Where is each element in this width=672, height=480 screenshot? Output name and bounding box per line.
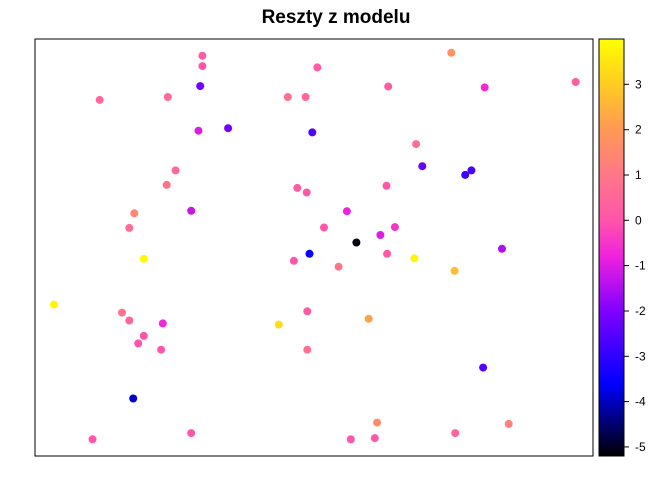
- scatter-point: [480, 83, 489, 92]
- scatter-point: [88, 435, 97, 444]
- scatter-point: [194, 126, 203, 135]
- scatter-point: [163, 93, 172, 101]
- scatter-point: [376, 231, 385, 239]
- points-layer: [50, 48, 580, 444]
- scatter-point: [125, 223, 134, 232]
- color-scale-axis: -5 -4 -3 -2 -1 0 1 2 3: [624, 77, 646, 454]
- plot-frame: [34, 38, 594, 457]
- scatter-point: [118, 308, 126, 317]
- scatter-point: [139, 331, 148, 340]
- color-scale-tick-label: -3: [635, 349, 646, 363]
- scatter-point: [187, 429, 196, 438]
- color-scale-tick-label: 2: [635, 123, 642, 137]
- scatter-point: [187, 206, 196, 215]
- scatter-point: [383, 249, 392, 258]
- scatter-point: [301, 93, 310, 101]
- scatter-point: [308, 128, 317, 137]
- scatter-point: [364, 314, 373, 323]
- scatter-point: [450, 266, 459, 275]
- scatter-point: [293, 183, 302, 192]
- scatter-point: [504, 419, 513, 428]
- scatter-point: [50, 300, 58, 309]
- color-scale-tick-label: 0: [635, 213, 642, 227]
- scatter-point: [130, 209, 139, 218]
- scatter-point: [571, 78, 580, 86]
- scatter-point: [224, 124, 233, 133]
- scatter-point: [95, 95, 104, 104]
- scatter-point: [412, 140, 421, 149]
- scatter-point: [410, 254, 419, 263]
- scatter-point: [158, 319, 167, 328]
- color-scale-tick-label: -2: [635, 304, 646, 318]
- scatter-point: [352, 238, 361, 247]
- scatter-point: [196, 82, 205, 91]
- scatter-point: [346, 435, 355, 444]
- scatter-point: [129, 394, 138, 403]
- scatter-point: [303, 307, 312, 316]
- scatter-point: [479, 363, 488, 372]
- scatter-point: [162, 180, 171, 189]
- scatter-point: [283, 93, 292, 101]
- color-scale-tick-label: -1: [635, 259, 646, 273]
- scatter-point: [418, 162, 427, 171]
- scatter-point: [302, 188, 311, 197]
- scatter-point: [274, 320, 283, 329]
- color-scale-bar: [598, 38, 625, 457]
- scatter-point: [382, 181, 391, 190]
- scatter-point: [171, 166, 180, 175]
- color-scale-tick-label: -5: [635, 440, 646, 454]
- chart-title: Reszty z modelu: [262, 7, 411, 28]
- scatter-point: [134, 339, 143, 348]
- scatter-point: [467, 166, 476, 175]
- scatter-point: [451, 429, 460, 438]
- scatter-point: [461, 170, 470, 179]
- scatter-point: [289, 256, 298, 265]
- scatter-point: [498, 244, 506, 253]
- scatter-point: [342, 207, 351, 216]
- scatter-point: [303, 345, 312, 354]
- scatter-point: [139, 254, 148, 263]
- scatter-point: [198, 51, 207, 60]
- scatter-point: [390, 223, 399, 232]
- scatter-point: [313, 63, 322, 72]
- scatter-point: [334, 262, 343, 271]
- color-scale-tick-label: 1: [635, 168, 642, 182]
- scatter-point: [320, 223, 328, 232]
- scatter-point: [305, 249, 314, 258]
- scatter-point: [157, 345, 166, 354]
- color-scale-tick-label: -4: [635, 395, 646, 409]
- color-scale-tick-label: 3: [635, 77, 642, 91]
- scatter-point: [370, 434, 379, 443]
- scatter-point: [384, 82, 393, 91]
- scatter-point: [198, 62, 207, 71]
- scatter-point: [125, 316, 134, 325]
- scatter-point: [373, 418, 382, 427]
- scatter-point: [447, 48, 456, 57]
